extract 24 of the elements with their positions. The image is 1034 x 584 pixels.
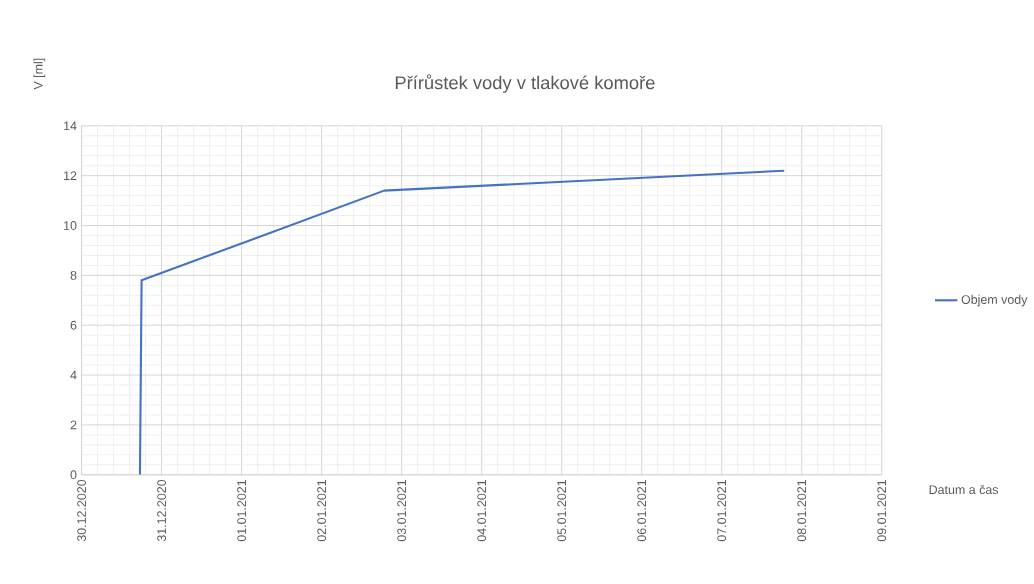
y-tick-label: 4 xyxy=(70,370,77,380)
x-tick-label: 02.01.2021 xyxy=(317,480,327,542)
y-tick-label: 6 xyxy=(70,320,77,330)
y-tick-label: 14 xyxy=(64,121,77,131)
chart-title: Přírůstek vody v tlakové komoře xyxy=(395,74,655,93)
y-tick-label: 10 xyxy=(64,221,77,230)
x-tick-label: 06.01.2021 xyxy=(637,480,647,542)
x-tick-label: 04.01.2021 xyxy=(477,480,487,542)
y-tick-label: 0 xyxy=(70,470,77,480)
y-axis-title: V [ml] xyxy=(33,58,46,90)
y-tick-label: 2 xyxy=(70,420,77,430)
x-axis-title: Datum a čas xyxy=(929,484,999,495)
x-tick-label: 07.01.2021 xyxy=(717,480,727,542)
x-tick-label: 05.01.2021 xyxy=(557,480,567,542)
x-tick-label: 08.01.2021 xyxy=(797,480,807,542)
x-tick-label: 31.12.2020 xyxy=(157,479,167,542)
line-series xyxy=(138,169,786,475)
x-tick-label: 09.01.2021 xyxy=(877,480,887,542)
x-tick-label: 30.12.2020 xyxy=(77,479,87,542)
y-tick-label: 8 xyxy=(70,271,77,280)
x-tick-label: 03.01.2021 xyxy=(397,480,407,542)
x-tick-label: 01.01.2021 xyxy=(237,480,247,542)
y-tick-label: 12 xyxy=(64,171,77,181)
legend-label: Objem vody xyxy=(961,294,1028,307)
